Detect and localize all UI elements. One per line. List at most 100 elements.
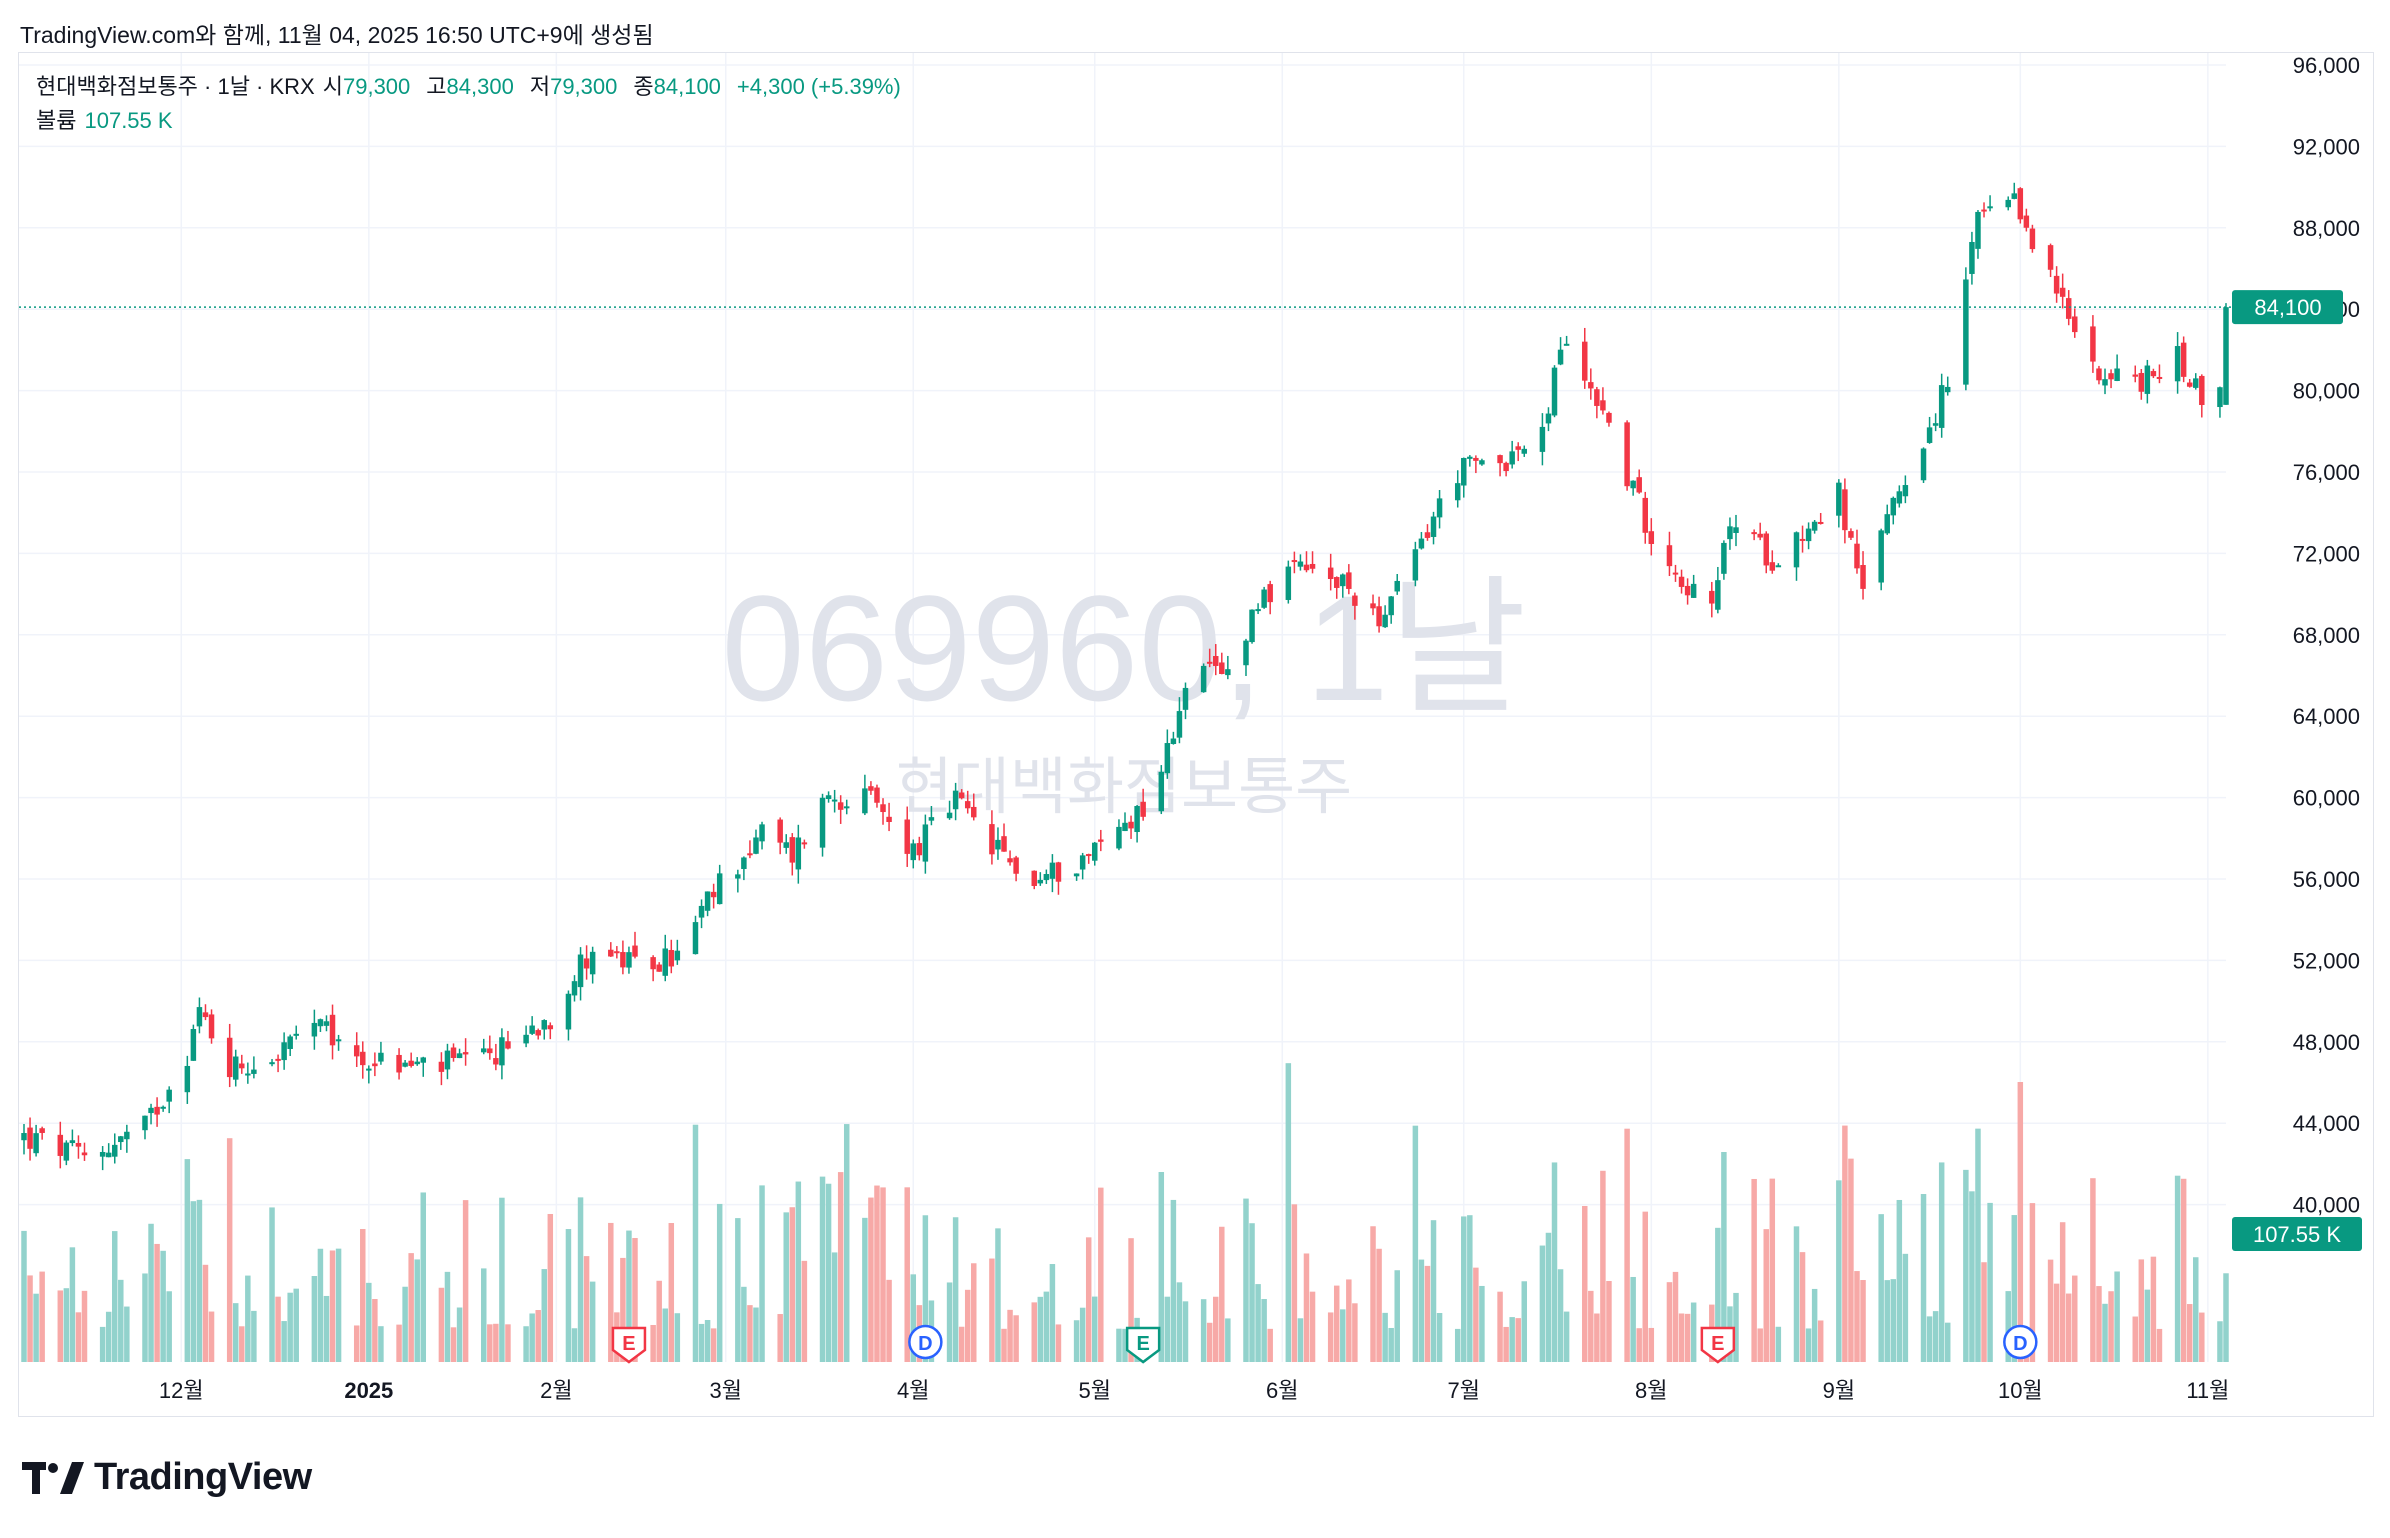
candle-body [1073,873,1080,877]
volume-bar [547,1213,554,1362]
legend-low-label: 저 [529,74,551,99]
volume-bar [541,1269,547,1362]
volume-bar [1678,1313,1685,1362]
candle-body [1031,870,1038,886]
candle-body [577,954,584,988]
candle-body [589,951,596,975]
legend-volume: 107.55 K [84,108,173,133]
volume-bar [1515,1318,1521,1362]
candle-body [716,873,723,905]
volume-bar [124,1306,130,1362]
volume-bar [1031,1302,1038,1362]
volume-bar [275,1296,281,1362]
time-tick-label: 6월 [1266,1378,1298,1403]
candle-body [481,1048,487,1053]
volume-bar [529,1313,535,1362]
candle-body [196,1007,203,1027]
volume-bar [414,1259,420,1362]
volume-bar [1769,1178,1776,1362]
volume-bar [825,1183,832,1362]
candle-body [275,1058,281,1061]
brand-logo[interactable]: TradingView [22,1456,312,1499]
volume-bar [2217,1321,2223,1362]
candle-body [1509,451,1515,465]
candle-body [335,1039,342,1042]
candle-body [1648,531,1655,544]
dividend-marker[interactable]: D [2003,1324,2038,1360]
candle-body [971,806,977,818]
candle-body [1261,589,1267,608]
legend-open-label: 시 [322,74,343,99]
volume-bar [1297,1318,1304,1362]
volume-bar [1098,1187,1104,1362]
candle-body [1503,462,1509,472]
volume-bar [1854,1271,1860,1362]
volume-bar [1352,1303,1358,1362]
volume-bar [523,1326,529,1362]
chart-frame[interactable] [18,52,2374,1417]
candle-body [1327,567,1334,580]
candle-body [1848,531,1854,538]
volume-bar [487,1324,493,1362]
volume-bar [1219,1226,1225,1362]
candle-body [783,842,789,848]
candle-body [1642,497,1648,533]
legend-title[interactable]: 현대백화점보통주 · 1날 · KRX [36,74,315,99]
volume-bar [1975,1128,1981,1362]
candle-body [2090,326,2096,362]
candle-body [2072,316,2078,333]
volume-bar [1255,1284,1261,1362]
volume-bar [1013,1315,1019,1362]
volume-bar [1128,1238,1134,1362]
brand-name: TradingView [94,1456,312,1498]
candle-body [245,1073,251,1076]
page-caption: TradingView.com와 함께, 11월 04, 2025 16:50 … [20,22,654,48]
candle-body [1981,209,1987,212]
volume-bar [753,1307,759,1362]
candle-body [105,1152,112,1158]
candle-body [1388,596,1394,616]
volume-bar [843,1124,850,1362]
volume-bar [880,1187,886,1362]
candle-body [819,797,826,848]
volume-bar [698,1323,705,1362]
candle-body [269,1062,275,1065]
candle-body [529,1025,535,1034]
candle-body [1243,640,1249,666]
earnings-marker[interactable]: E [611,1326,647,1364]
volume-bar [2199,1312,2205,1362]
volume-bar [366,1282,372,1362]
candle-body [904,819,910,854]
chart-canvas[interactable]: 069960, 1날 현대백화점보통주 E D E E D 96,000 92,000 88… [0,0,2390,1430]
volume-bar [1170,1199,1177,1362]
candle-body [2150,371,2157,377]
dividend-marker[interactable]: D [908,1324,943,1360]
candle-body [989,824,995,855]
volume-bar [868,1197,874,1362]
volume-bar [438,1287,445,1362]
price-tick-label: 40,000 [2293,1193,2360,1218]
volume-bar [1473,1267,1479,1362]
candle-body [1836,482,1842,516]
candle-body [1757,533,1763,538]
volume-bar [1751,1178,1757,1362]
volume-bar [1557,1269,1564,1362]
earnings-marker[interactable]: E [1700,1326,1736,1364]
candle-body [964,801,971,809]
earnings-marker[interactable]: E [1125,1326,1161,1364]
volume-bar [608,1222,614,1362]
candle-body [2193,378,2199,388]
legend-volume-label[interactable]: 볼륨 [36,108,77,133]
volume-bar [293,1288,299,1362]
volume-bar [160,1250,166,1362]
volume-bar [910,1274,917,1362]
volume-bar [571,1328,578,1362]
candle-body [1182,687,1189,710]
volume-bar [408,1253,414,1362]
volume-bar [565,1229,572,1362]
volume-bar [1461,1216,1467,1362]
volume-bar [1164,1296,1171,1362]
volume-bar [105,1311,112,1362]
candle-body [1551,367,1558,416]
price-tick-label: 68,000 [2293,623,2360,648]
